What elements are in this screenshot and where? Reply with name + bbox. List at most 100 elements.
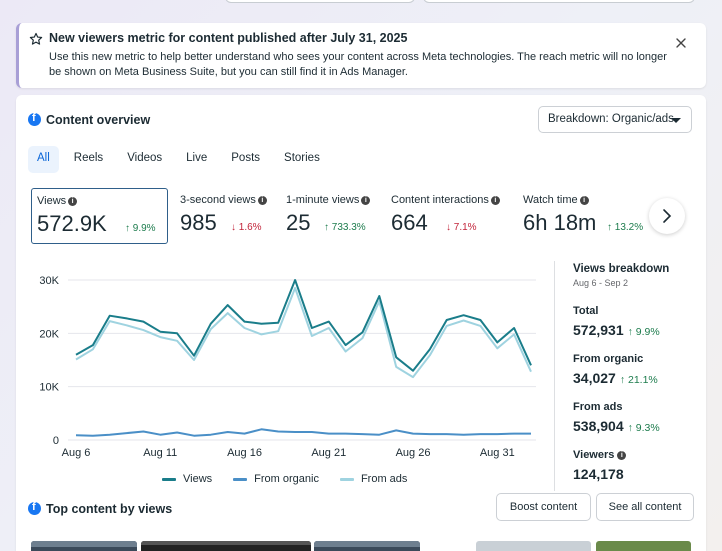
breakdown-value: 572,931 bbox=[573, 322, 624, 338]
banner-body: Use this new metric to help better under… bbox=[49, 51, 667, 78]
x-tick-label: Aug 11 bbox=[143, 447, 177, 459]
info-icon: i bbox=[257, 195, 267, 205]
metric-label: Views bbox=[37, 195, 67, 207]
metric-delta: ↑ 733.3% bbox=[324, 222, 366, 233]
metric-delta: ↓ 7.1% bbox=[446, 222, 477, 233]
boost-content-button[interactable]: Boost content bbox=[496, 493, 591, 521]
chart-legend: Views From organic From ads bbox=[162, 473, 428, 485]
info-icon: i bbox=[490, 195, 500, 205]
next-metrics-button[interactable] bbox=[649, 198, 685, 234]
breakdown-delta: ↑ 21.1% bbox=[619, 374, 658, 386]
x-tick-label: Aug 21 bbox=[311, 447, 346, 459]
top-strip bbox=[0, 0, 722, 6]
metric-value: 572.9K bbox=[37, 211, 107, 236]
breakdown-delta: ↑ 9.9% bbox=[627, 326, 660, 338]
metric-content-interactions[interactable]: Content interactions i 664 ↓ 7.1% bbox=[386, 188, 512, 244]
views-breakdown-date: Aug 6 - Sep 2 bbox=[573, 278, 629, 288]
tab-live[interactable]: Live bbox=[186, 152, 208, 164]
star-icon bbox=[29, 32, 43, 45]
legend-item-ads[interactable]: From ads bbox=[339, 473, 408, 485]
legend-item-organic[interactable]: From organic bbox=[233, 473, 319, 485]
facebook-icon bbox=[28, 501, 41, 515]
views-line-chart: 0 10K 20K 30K Aug 6 Aug 11 Aug 16 Aug 21 Aug 26 A… bbox=[39, 275, 536, 459]
metric-label: 3-second views bbox=[180, 194, 256, 206]
top-control-left[interactable] bbox=[225, 0, 415, 3]
close-icon[interactable] bbox=[674, 36, 688, 50]
y-tick-label: 30K bbox=[39, 275, 59, 287]
metric-value: 25 bbox=[286, 210, 311, 235]
metric-label: Watch time bbox=[523, 194, 578, 206]
content-thumbnail[interactable] bbox=[476, 541, 591, 551]
see-all-content-button[interactable]: See all content bbox=[596, 493, 694, 521]
breakdown-row-total: Total 572,931 ↑ 9.9% bbox=[573, 305, 660, 338]
top-control-right[interactable] bbox=[423, 0, 695, 3]
chevron-down-icon bbox=[671, 118, 681, 123]
info-icon: i bbox=[68, 196, 78, 206]
breakdown-label: Viewers bbox=[573, 449, 615, 461]
content-thumbnail[interactable] bbox=[596, 541, 691, 551]
breakdown-label: Total bbox=[573, 305, 599, 317]
x-tick-label: Aug 16 bbox=[227, 447, 262, 459]
metric-value: 6h 18m bbox=[523, 210, 597, 235]
legend-label: From ads bbox=[360, 473, 408, 485]
metric-label: Content interactions bbox=[391, 194, 489, 206]
metric-label: 1-minute views bbox=[286, 194, 360, 206]
breakdown-value: 124,178 bbox=[573, 466, 624, 482]
metric-delta: ↓ 1.6% bbox=[231, 222, 262, 233]
breakdown-label: From ads bbox=[573, 401, 623, 413]
content-thumbnail[interactable] bbox=[314, 541, 420, 551]
metric-value: 664 bbox=[391, 210, 428, 235]
metric-value: 985 bbox=[180, 210, 217, 235]
views-breakdown-panel: Views breakdown Aug 6 - Sep 2 Total 572,… bbox=[573, 263, 670, 482]
breakdown-row-organic: From organic 34,027 ↑ 21.1% bbox=[573, 353, 658, 386]
tab-posts[interactable]: Posts bbox=[231, 152, 261, 164]
y-tick-label: 20K bbox=[39, 328, 59, 340]
breakdown-value: 538,904 bbox=[573, 418, 624, 434]
y-tick-label: 0 bbox=[53, 435, 59, 447]
content-type-tabs: All Reels Videos Live Posts Stories bbox=[28, 146, 335, 173]
x-tick-label: Aug 26 bbox=[396, 447, 431, 459]
series-line-views bbox=[75, 279, 532, 372]
banner-title: New viewers metric for content published… bbox=[49, 31, 408, 45]
legend-swatch bbox=[233, 477, 248, 481]
metric-1-minute-views[interactable]: 1-minute views i 25 ↑ 733.3% bbox=[281, 188, 383, 244]
legend-swatch bbox=[339, 477, 354, 481]
views-breakdown-title: Views breakdown bbox=[573, 263, 670, 275]
series-line-from-organic bbox=[75, 428, 531, 437]
legend-item-views[interactable]: Views bbox=[162, 473, 212, 485]
legend-label: Views bbox=[183, 473, 213, 485]
divider bbox=[554, 261, 555, 491]
breakdown-row-ads: From ads 538,904 ↑ 9.3% bbox=[573, 401, 660, 434]
metric-views[interactable]: Views i 572.9K ↑ 9.9% bbox=[31, 188, 168, 244]
info-icon: i bbox=[361, 195, 371, 205]
tab-reels[interactable]: Reels bbox=[73, 152, 104, 164]
legend-label: From organic bbox=[254, 473, 319, 485]
breakdown-dropdown-label: Breakdown: Organic/ads bbox=[548, 113, 674, 125]
series-line-from-ads bbox=[75, 287, 532, 379]
metric-delta: ↑ 9.9% bbox=[125, 223, 156, 234]
metric-delta: ↑ 13.2% bbox=[607, 222, 644, 233]
top-content-title: Top content by views bbox=[46, 502, 173, 516]
info-icon: i bbox=[617, 450, 627, 460]
breakdown-value: 34,027 bbox=[573, 370, 616, 386]
tab-stories[interactable]: Stories bbox=[284, 152, 320, 164]
breakdown-delta: ↑ 9.3% bbox=[627, 422, 660, 434]
x-tick-label: Aug 6 bbox=[62, 447, 91, 459]
breakdown-label: From organic bbox=[573, 353, 644, 365]
x-tick-label: Aug 31 bbox=[480, 447, 515, 459]
metric-watch-time[interactable]: Watch time i 6h 18m ↑ 13.2% bbox=[518, 188, 664, 244]
content-thumbnail[interactable] bbox=[31, 541, 137, 551]
content-thumbnail[interactable] bbox=[141, 541, 311, 551]
metric-3-second-views[interactable]: 3-second views i 985 ↓ 1.6% bbox=[175, 188, 275, 244]
breakdown-dropdown[interactable]: Breakdown: Organic/ads bbox=[538, 106, 692, 133]
breakdown-row-viewers: Viewers i 124,178 bbox=[573, 449, 627, 482]
tab-all[interactable]: All bbox=[28, 146, 59, 173]
content-overview-card: Content overview Breakdown: Organic/ads … bbox=[16, 95, 706, 551]
legend-swatch bbox=[162, 477, 176, 481]
tab-videos[interactable]: Videos bbox=[127, 152, 163, 164]
chevron-right-icon bbox=[663, 209, 672, 223]
facebook-icon bbox=[28, 112, 41, 126]
info-icon: i bbox=[579, 195, 589, 205]
info-banner: New viewers metric for content published… bbox=[16, 23, 706, 88]
content-overview-title: Content overview bbox=[46, 113, 151, 127]
